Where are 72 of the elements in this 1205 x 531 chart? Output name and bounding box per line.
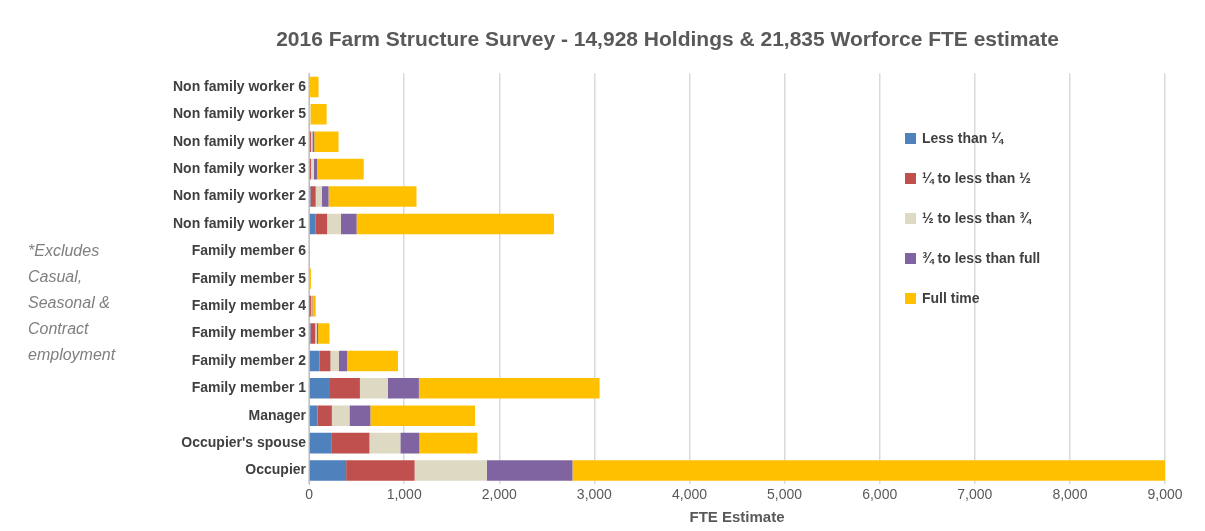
x-tick-label: 2,000 xyxy=(481,486,517,503)
x-tick-label: 5,000 xyxy=(767,486,803,503)
bar xyxy=(321,186,329,207)
bar xyxy=(327,213,341,235)
y-tick-label: Occupier's spouse xyxy=(181,433,307,450)
bar xyxy=(356,213,554,235)
bar xyxy=(328,186,417,207)
bar xyxy=(310,323,316,344)
bar xyxy=(347,350,398,372)
bar xyxy=(314,131,339,152)
legend-label: ¼ to less than ½ xyxy=(921,169,1032,188)
x-tick-label: 8,000 xyxy=(1052,486,1088,503)
bar xyxy=(387,378,419,399)
x-tick-label: 4,000 xyxy=(671,486,708,503)
bar xyxy=(400,432,420,454)
bar xyxy=(340,213,357,235)
bar xyxy=(309,213,316,235)
y-tick-label: Family member 5 xyxy=(191,269,307,286)
bar xyxy=(309,378,330,399)
y-tick-label: Family member 3 xyxy=(191,324,307,341)
bar xyxy=(315,186,322,207)
x-tick-label: 9,000 xyxy=(1147,486,1183,503)
bar xyxy=(346,460,415,481)
y-tick-label: Non family worker 2 xyxy=(172,187,307,204)
x-tick-label: 7,000 xyxy=(957,486,993,503)
y-tick-label: Family member 2 xyxy=(191,351,307,368)
y-tick-label: Non family worker 6 xyxy=(172,77,307,94)
legend-label: Full time xyxy=(921,289,981,308)
bar xyxy=(331,432,370,454)
bar xyxy=(310,104,327,125)
bar xyxy=(318,323,330,344)
legend-label: ¾ to less than full xyxy=(921,249,1041,268)
x-tick-label: 3,000 xyxy=(576,486,613,503)
legend-label: ½ to less than ¾ xyxy=(921,209,1033,228)
bar xyxy=(330,350,339,372)
legend-label: Less than ¼ xyxy=(921,129,1005,148)
bar xyxy=(309,460,347,481)
y-tick-label: Non family worker 3 xyxy=(172,159,307,176)
y-tick-label: Non family worker 4 xyxy=(172,132,307,149)
chart-title: 2016 Farm Structure Survey - 14,928 Holdings & 21,835 Worforce FTE estimate xyxy=(276,27,1059,51)
x-tick-label: 6,000 xyxy=(862,486,898,503)
bar xyxy=(369,432,401,454)
bar xyxy=(317,405,332,426)
bar xyxy=(317,158,364,180)
bar xyxy=(486,460,573,481)
y-tick-label: Non family worker 5 xyxy=(172,105,307,122)
bar xyxy=(309,405,318,426)
y-tick-label: Occupier xyxy=(245,461,307,478)
bar xyxy=(309,432,332,454)
x-axis-title: FTE Estimate xyxy=(689,508,785,526)
bar xyxy=(418,378,600,399)
bar xyxy=(572,460,1165,481)
bar xyxy=(331,405,350,426)
bar xyxy=(329,378,360,399)
bar xyxy=(339,350,348,372)
bar xyxy=(310,186,316,207)
bar xyxy=(414,460,487,481)
x-tick-label: 0 xyxy=(305,486,314,503)
y-tick-label: Manager xyxy=(248,406,307,423)
y-tick-label: Family member 6 xyxy=(191,242,307,259)
bar xyxy=(309,76,319,98)
bar xyxy=(309,350,320,372)
x-tick-label: 1,000 xyxy=(386,486,422,503)
text: *Excludes Casual, Seasonal & Contract employment xyxy=(28,241,117,365)
y-tick-label: Non family worker 1 xyxy=(172,214,307,231)
bar xyxy=(370,405,475,426)
y-tick-label: Family member 4 xyxy=(191,296,307,313)
bar xyxy=(359,378,388,399)
bar xyxy=(315,213,328,235)
bar xyxy=(419,432,478,454)
y-tick-label: Family member 1 xyxy=(191,379,307,396)
bar xyxy=(349,405,371,426)
